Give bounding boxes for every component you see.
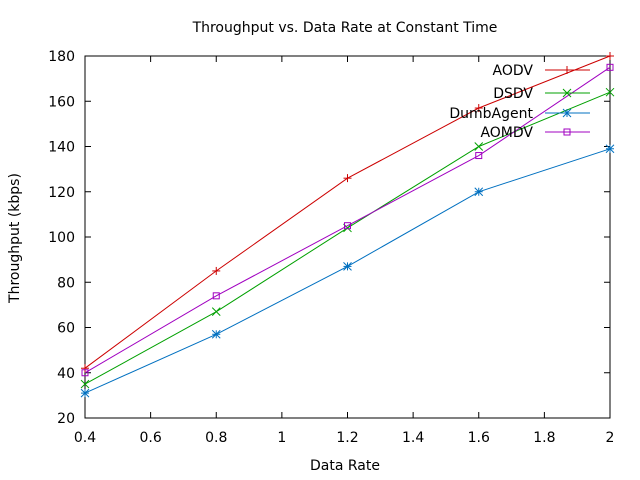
data-point-dumbagent [474, 187, 484, 197]
legend-marker-dsdv [562, 88, 572, 98]
data-point-dumbagent [343, 262, 352, 271]
chart-title: Throughput vs. Data Rate at Constant Tim… [192, 20, 498, 36]
data-point-aodv [343, 174, 352, 183]
series-layer [80, 52, 615, 398]
data-point-aomdv [606, 63, 614, 71]
y-axis: 20 40 60 80 100 120 140 160 180 [48, 49, 610, 427]
series-aodv [81, 52, 614, 373]
x-tick-label: 0.6 [139, 430, 161, 446]
legend-item-dsdv: DSDV [493, 86, 590, 102]
x-tick-label: 1.6 [468, 430, 490, 446]
legend-marker-dumbagent [562, 108, 572, 118]
data-point-aodv [606, 52, 614, 60]
data-point-dumbagent [80, 388, 90, 398]
x-tick-label: 2 [606, 430, 615, 446]
data-point-aomdv [81, 369, 89, 377]
legend-label-dumbagent: DumbAgent [449, 106, 533, 122]
x-tick-label: 1 [277, 430, 286, 446]
y-tick-label: 100 [48, 230, 75, 246]
data-point-aodv [81, 364, 89, 373]
y-tick-label: 80 [57, 275, 75, 291]
x-axis-label: Data Rate [310, 458, 380, 474]
legend-item-dumbagent: DumbAgent [449, 106, 590, 122]
y-tick-label: 140 [48, 140, 75, 156]
legend-item-aodv: AODV [493, 63, 590, 79]
x-axis: 0.4 0.6 0.8 1 1.2 1.4 1.6 1.8 2 [74, 56, 615, 446]
y-axis-label: Throughput (kbps) [7, 173, 23, 304]
data-point-dsdv [211, 307, 221, 317]
series-line-aomdv [84, 66, 611, 374]
data-point-aomdv [212, 292, 220, 300]
data-point-aomdv [344, 222, 351, 230]
x-tick-label: 0.4 [74, 430, 96, 446]
legend: AODV DSDV DumbAgent AOMDV [449, 63, 590, 141]
y-tick-label: 180 [48, 49, 75, 65]
data-point-aomdv [475, 152, 483, 160]
series-aomdv [81, 63, 614, 377]
data-point-dumbagent [211, 329, 221, 339]
y-tick-label: 20 [57, 411, 75, 427]
legend-marker-aomdv [563, 128, 571, 136]
data-point-dsdv [474, 142, 484, 151]
data-point-dumbagent [605, 144, 615, 154]
x-tick-label: 1.8 [533, 430, 555, 446]
y-tick-label: 40 [57, 366, 75, 382]
data-point-dsdv [80, 379, 90, 389]
legend-label-aomdv: AOMDV [480, 125, 533, 141]
x-tick-label: 1.4 [402, 430, 424, 446]
y-tick-label: 120 [48, 185, 75, 201]
legend-label-dsdv: DSDV [493, 86, 533, 102]
y-tick-label: 60 [57, 321, 75, 337]
legend-marker-aodv [563, 66, 571, 74]
legend-label-aodv: AODV [493, 63, 534, 79]
data-point-dsdv [605, 87, 615, 97]
series-dumbagent [80, 144, 615, 398]
x-tick-label: 0.8 [205, 430, 227, 446]
data-point-aodv [212, 266, 221, 275]
x-tick-label: 1.2 [336, 430, 358, 446]
legend-item-aomdv: AOMDV [480, 125, 590, 141]
data-point-aodv [474, 104, 483, 113]
y-tick-label: 160 [48, 94, 75, 110]
